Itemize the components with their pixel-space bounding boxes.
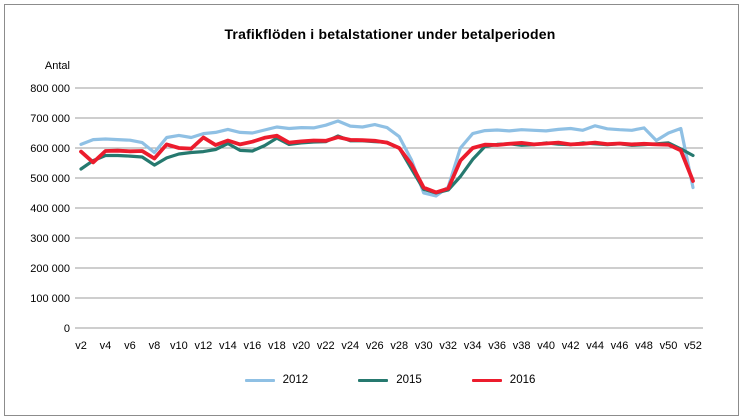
svg-text:200 000: 200 000 [30,263,70,275]
svg-text:v42: v42 [562,340,580,352]
svg-text:v10: v10 [170,340,188,352]
svg-text:v14: v14 [219,340,237,352]
svg-text:v28: v28 [390,340,408,352]
svg-text:300 000: 300 000 [30,233,70,245]
legend-swatch-2012 [244,378,275,382]
svg-text:v22: v22 [317,340,335,352]
svg-text:v16: v16 [243,340,261,352]
svg-text:v44: v44 [586,340,604,352]
svg-text:700 000: 700 000 [30,113,70,125]
legend-item-2012: 2012 [244,374,309,386]
legend: 2012 2015 2016 [75,374,705,386]
svg-text:v32: v32 [439,340,457,352]
svg-text:v52: v52 [684,340,702,352]
chart-title: Trafikflöden i betalstationer under beta… [224,26,556,42]
legend-item-2015: 2015 [358,374,422,386]
y-axis-title: Antal [44,60,70,72]
svg-text:600 000: 600 000 [30,143,70,155]
svg-text:v30: v30 [415,340,433,352]
svg-text:100 000: 100 000 [30,293,70,305]
legend-label-2015: 2015 [396,374,422,386]
svg-text:500 000: 500 000 [30,173,70,185]
svg-text:v8: v8 [149,340,161,352]
svg-text:v4: v4 [100,340,112,352]
chart-frame [4,4,739,416]
svg-text:v46: v46 [611,340,629,352]
legend-swatch-2016 [471,378,502,382]
svg-text:v12: v12 [195,340,213,352]
svg-text:v18: v18 [268,340,286,352]
svg-text:v6: v6 [124,340,136,352]
legend-label-2012: 2012 [282,374,309,386]
svg-text:v40: v40 [537,340,555,352]
svg-text:v36: v36 [488,340,506,352]
svg-text:v48: v48 [635,340,653,352]
svg-text:v34: v34 [464,340,482,352]
svg-text:v26: v26 [366,340,384,352]
svg-text:0: 0 [64,323,70,335]
svg-text:v20: v20 [292,340,310,352]
svg-text:v24: v24 [341,340,359,352]
legend-swatch-2015 [358,378,389,382]
svg-text:v2: v2 [75,340,87,352]
svg-text:v50: v50 [660,340,678,352]
svg-text:800 000: 800 000 [30,83,70,95]
svg-text:400 000: 400 000 [30,203,70,215]
legend-label-2016: 2016 [509,374,536,386]
svg-text:v38: v38 [513,340,531,352]
legend-item-2016: 2016 [471,374,536,386]
